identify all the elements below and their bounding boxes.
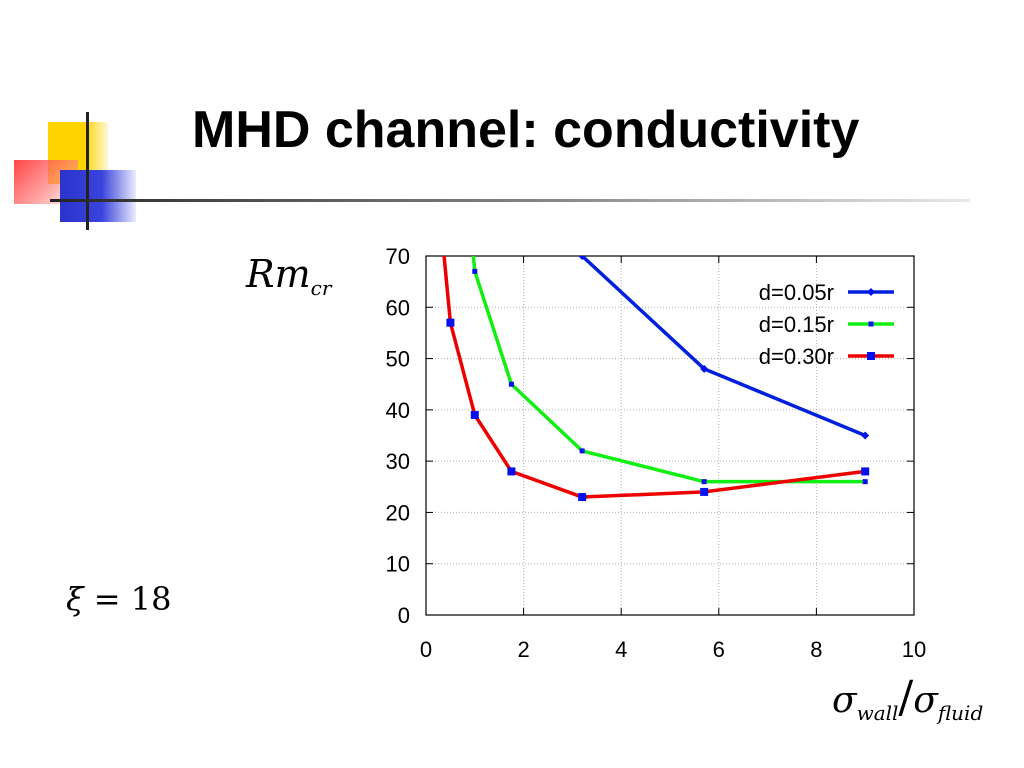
- legend-marker: [867, 288, 875, 296]
- y-axis-label-sub: cr: [310, 276, 332, 300]
- x-axis-slash: /: [898, 672, 914, 723]
- data-point-series-2: [862, 479, 868, 485]
- data-point-series-2: [472, 268, 478, 274]
- decor-blue-square: [60, 170, 136, 222]
- decor-vertical-line: [86, 112, 89, 230]
- data-point-series-2: [701, 479, 707, 485]
- parameter-label: ξ = 18: [66, 580, 172, 618]
- x-tick-label: 2: [517, 637, 529, 662]
- y-tick-label: 40: [386, 398, 410, 423]
- data-point-series-3: [439, 242, 447, 250]
- data-point-series-2: [508, 381, 514, 387]
- legend-marker: [868, 321, 874, 327]
- data-point-series-3: [700, 487, 709, 496]
- x-axis-sigma-wall: σ: [832, 680, 857, 721]
- legend-label: d=0.30r: [759, 344, 834, 369]
- y-tick-label: 0: [398, 603, 410, 628]
- data-point-series-3: [578, 493, 587, 502]
- y-axis-label-main: Rm: [246, 252, 311, 296]
- plot-area: [439, 242, 870, 502]
- plot-frame: [425, 255, 915, 616]
- title-underline: [50, 199, 970, 202]
- data-point-series-3: [861, 467, 870, 476]
- xi-value: = 18: [83, 580, 172, 618]
- x-axis-sub-fluid: fluid: [937, 701, 984, 725]
- y-axis-label: Rmcr: [246, 252, 331, 300]
- legend-label: d=0.05r: [759, 280, 834, 305]
- x-tick-label: 0: [420, 637, 432, 662]
- y-tick-label: 20: [386, 500, 410, 525]
- xi-symbol: ξ: [66, 580, 84, 618]
- data-point-series-1: [700, 364, 709, 373]
- legend-label: d=0.15r: [759, 312, 834, 337]
- y-tick-label: 10: [386, 552, 410, 577]
- y-tick-label: 30: [386, 449, 410, 474]
- y-tick-label: 70: [386, 244, 410, 269]
- data-point-series-3: [446, 318, 455, 327]
- x-tick-label: 10: [902, 637, 926, 662]
- data-point-series-1: [861, 431, 870, 440]
- data-point-series-2: [470, 243, 475, 248]
- x-tick-label: 6: [713, 637, 725, 662]
- slide-title: MHD channel: conductivity: [192, 101, 860, 159]
- x-tick-label: 4: [615, 637, 627, 662]
- x-tick-label: 8: [810, 637, 822, 662]
- data-point-series-2: [579, 448, 585, 454]
- data-point-series-1: [578, 256, 587, 260]
- y-tick-label: 60: [386, 295, 410, 320]
- x-axis-label: σwall/σfluid: [832, 672, 983, 725]
- x-axis-sigma-fluid: σ: [913, 680, 938, 721]
- data-point-series-3: [470, 410, 479, 419]
- legend-marker: [867, 352, 875, 360]
- series-line-2: [471, 256, 866, 484]
- y-tick-label: 50: [386, 347, 410, 372]
- data-point-series-3: [507, 467, 516, 476]
- x-axis-sub-wall: wall: [856, 701, 899, 725]
